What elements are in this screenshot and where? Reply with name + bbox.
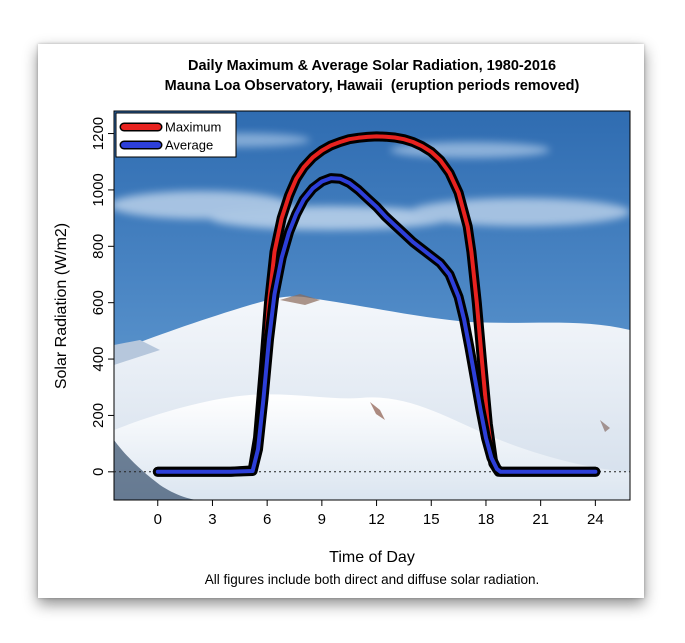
x-tick-label: 0 — [154, 511, 162, 528]
x-tick-label: 3 — [208, 511, 216, 528]
x-tick-label: 15 — [423, 511, 440, 528]
series-line-average — [155, 176, 598, 474]
chart-caption: All figures include both direct and diff… — [205, 572, 539, 587]
y-tick-label: 400 — [90, 347, 107, 372]
y-tick-label: 0 — [90, 468, 107, 476]
series-layer — [152, 131, 601, 477]
y-tick-label: 200 — [90, 403, 107, 428]
series-line-maximum — [155, 134, 598, 474]
x-axis: 0 3 6 9 12 15 18 21 24 — [154, 500, 604, 528]
legend-label-average: Average — [165, 138, 213, 153]
x-tick-label: 18 — [478, 511, 495, 528]
y-tick-label: 600 — [90, 290, 107, 315]
legend: Maximum Average — [115, 112, 237, 158]
chart-subtitle: Mauna Loa Observatory, Hawaii (eruption … — [165, 78, 580, 94]
plot-frame — [113, 110, 631, 501]
legend-label-maximum: Maximum — [165, 120, 221, 135]
x-axis-label: Time of Day — [329, 549, 415, 566]
background-photo — [114, 111, 630, 500]
x-tick-label: 12 — [368, 511, 385, 528]
y-axis: 0 200 400 600 800 1000 1200 — [90, 117, 114, 476]
y-axis-label: Solar Radiation (W/m2) — [53, 223, 70, 389]
x-tick-label: 21 — [532, 511, 549, 528]
y-tick-label: 1200 — [90, 117, 107, 150]
chart-title: Daily Maximum & Average Solar Radiation,… — [188, 58, 556, 74]
y-tick-label: 800 — [90, 234, 107, 259]
y-tick-label: 1000 — [90, 173, 107, 206]
x-tick-label: 24 — [587, 511, 604, 528]
x-tick-label: 9 — [318, 511, 326, 528]
x-tick-label: 6 — [263, 511, 271, 528]
